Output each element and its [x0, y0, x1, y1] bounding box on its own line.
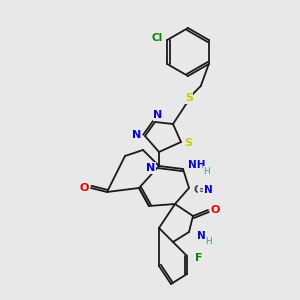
Text: N: N — [204, 185, 212, 195]
Text: N: N — [196, 231, 206, 241]
Text: H: H — [204, 167, 210, 176]
Text: N: N — [132, 130, 142, 140]
Text: N: N — [146, 163, 156, 173]
Text: F: F — [195, 253, 203, 263]
Text: H: H — [206, 236, 212, 245]
Text: S: S — [185, 93, 193, 103]
Text: O: O — [79, 183, 89, 193]
Text: S: S — [184, 138, 192, 148]
Text: N: N — [153, 110, 163, 120]
Text: C: C — [193, 185, 201, 195]
Text: NH: NH — [188, 160, 206, 170]
Text: ≡: ≡ — [199, 185, 207, 195]
Text: Cl: Cl — [152, 33, 163, 43]
Text: O: O — [210, 205, 220, 215]
